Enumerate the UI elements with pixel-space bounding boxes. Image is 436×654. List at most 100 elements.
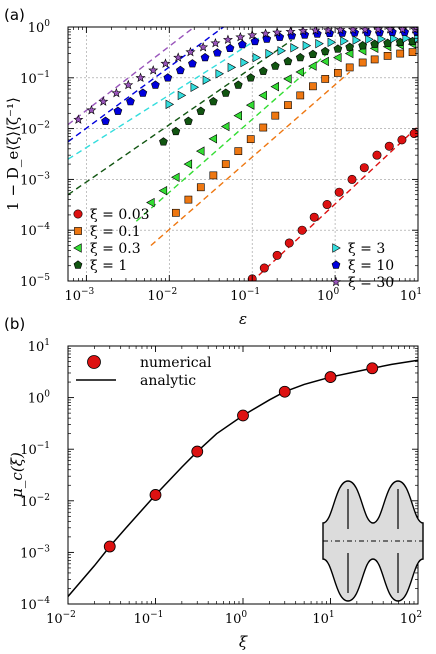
data-point-series-2	[295, 67, 304, 77]
data-point-series-5	[250, 36, 260, 46]
data-point-series-4	[365, 34, 374, 45]
data-point-series-3	[196, 106, 206, 115]
data-point-series-5	[225, 43, 235, 53]
numerical-point	[237, 409, 249, 422]
data-point-series-0	[372, 150, 382, 160]
panel-b-data-points	[103, 362, 379, 553]
panel-a-y-tick-label: 10−3	[20, 171, 50, 188]
numerical-point	[324, 371, 337, 383]
fit-line-series-1	[150, 71, 351, 247]
data-point-series-0	[334, 187, 344, 197]
panel-a-y-tick-label: 10−1	[20, 70, 50, 87]
panel-a-frame	[67, 26, 419, 282]
data-point-series-4	[302, 40, 312, 51]
legend-marker-series-1	[74, 227, 82, 235]
panel-a-y-tick-label: 10−5	[20, 273, 50, 290]
data-point-series-0	[384, 141, 394, 151]
panel-b-x-tick-label: 10−2	[46, 610, 76, 627]
data-point-series-2	[233, 110, 242, 121]
data-point-series-6	[198, 41, 209, 52]
panel-a-legend: ξ = 0.03ξ = 0.1ξ = 0.3ξ = 1 ξ = 3ξ = 10ξ …	[73, 207, 394, 291]
data-point-series-6	[111, 87, 122, 98]
data-point-series-0	[272, 250, 282, 260]
legend-label-series-0: ξ = 0.03	[90, 207, 150, 223]
data-point-series-4	[402, 33, 411, 43]
panel-a-label: (a)	[4, 6, 25, 24]
data-point-series-6	[272, 27, 283, 37]
panel-b-y-label: μ_c(ξ)	[8, 452, 26, 498]
legend-marker-numerical	[87, 355, 101, 369]
panel-b-x-label: ξ	[239, 633, 248, 651]
panel-a-x-tick-label: 10−1	[230, 287, 260, 304]
data-point-series-1	[284, 101, 292, 109]
data-point-series-6	[335, 27, 346, 35]
data-point-series-0	[322, 200, 332, 210]
data-point-series-2	[146, 197, 155, 208]
data-point-series-2	[183, 159, 193, 169]
data-point-series-4	[290, 43, 299, 53]
data-point-series-3	[320, 46, 330, 56]
panel-a: 10−3 10−2 10−1 100 101 10−5 10−4 10−3 10−2 10−1 10…	[4, 19, 422, 328]
data-point-series-6	[360, 27, 371, 34]
data-point-series-1	[234, 147, 243, 156]
legend-label-series-4: ξ = 3	[348, 241, 385, 257]
legend-label-analytic: analytic	[140, 373, 196, 389]
data-point-series-3	[233, 80, 243, 89]
data-point-series-1	[196, 183, 205, 192]
panel-b-x-tick-label: 101	[312, 610, 334, 627]
data-point-series-2	[270, 81, 279, 92]
numerical-point	[149, 489, 162, 501]
data-point-series-6	[260, 28, 271, 38]
data-point-series-3	[246, 73, 256, 82]
fit-line-series-3	[68, 39, 293, 196]
data-point-series-3	[258, 66, 268, 75]
data-point-series-3	[333, 44, 343, 53]
data-point-series-6	[235, 31, 246, 42]
data-point-series-6	[347, 27, 358, 34]
data-point-series-1	[246, 135, 255, 144]
fit-line-series-5	[68, 27, 224, 143]
legend-label-series-1: ξ = 0.1	[90, 224, 141, 240]
legend-marker-series-6	[331, 276, 341, 287]
panel-a-y-tick-label: 10−2	[20, 121, 50, 138]
data-point-series-2	[171, 172, 180, 183]
panel-a-fit-lines	[68, 27, 418, 281]
legend-marker-series-5	[331, 260, 341, 269]
data-point-series-6	[310, 27, 321, 35]
data-point-series-4	[390, 33, 399, 44]
data-point-series-4	[340, 36, 349, 46]
panel-b: 10−2 10−1 100 101 10210−410−310−210−1100101 …	[8, 338, 424, 651]
data-point-series-1	[309, 82, 317, 91]
data-point-series-6	[98, 96, 109, 106]
data-point-series-5	[138, 88, 148, 97]
panel-a-y-tick-label: 100	[28, 19, 51, 36]
data-point-series-4	[165, 99, 175, 110]
panel-a-y-tick-label: 10−4	[20, 222, 50, 239]
numerical-point	[103, 540, 116, 553]
data-point-series-1	[408, 48, 417, 57]
data-point-series-3	[209, 97, 218, 106]
data-point-series-0	[259, 263, 269, 273]
data-point-series-5	[188, 59, 197, 68]
panel-a-x-tick-label: 10−3	[64, 287, 94, 304]
data-point-series-5	[151, 80, 160, 89]
data-point-series-3	[270, 61, 280, 70]
data-point-series-1	[296, 91, 305, 100]
fit-line-series-6	[68, 27, 195, 126]
legend-marker-series-3	[73, 260, 83, 269]
channel-inset-icon	[322, 480, 424, 602]
legend-marker-series-0	[73, 209, 83, 219]
data-point-series-1	[171, 208, 180, 217]
data-point-series-0	[297, 225, 307, 235]
data-point-series-6	[185, 46, 196, 57]
data-point-series-5	[213, 48, 222, 57]
panel-b-y-tick-label: 10−4	[20, 596, 50, 613]
numerical-point	[366, 362, 379, 375]
data-point-series-4	[327, 37, 337, 47]
data-point-series-1	[271, 111, 280, 120]
fit-line-series-2	[135, 53, 328, 222]
data-point-series-5	[176, 65, 185, 75]
data-point-series-5	[113, 106, 123, 115]
